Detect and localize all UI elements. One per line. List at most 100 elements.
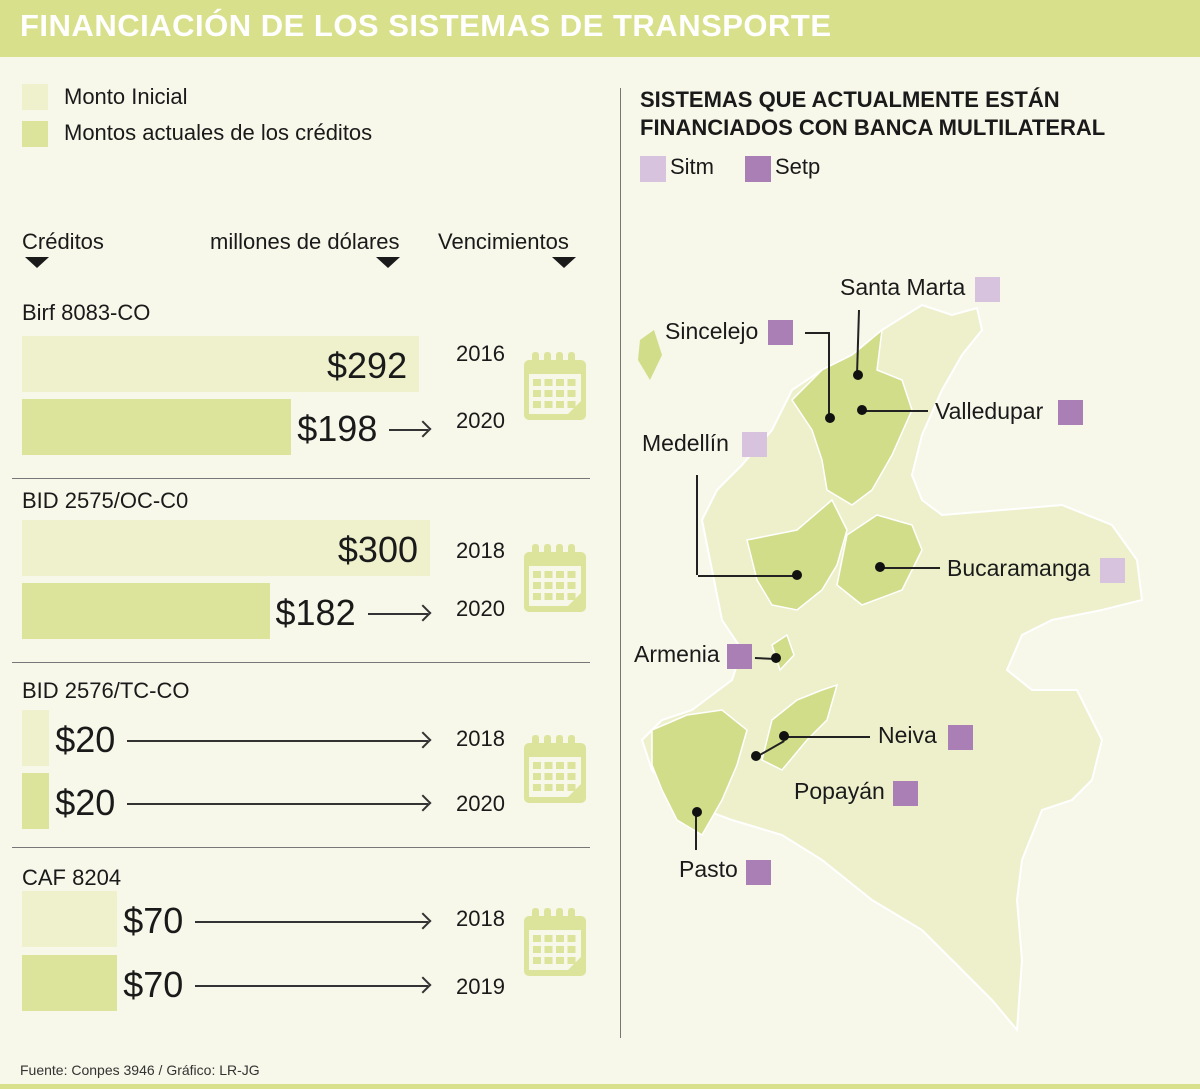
credit-name: BID 2576/TC-CO xyxy=(22,678,190,703)
header-units-arrow-icon xyxy=(376,257,400,268)
city-dot xyxy=(779,731,789,741)
arrow-icon xyxy=(195,921,428,923)
maturity-year: 2020 xyxy=(456,596,505,621)
city-label: Bucaramanga xyxy=(947,555,1091,581)
city-label: Armenia xyxy=(634,641,720,667)
city-marker-setp xyxy=(768,320,793,345)
bottom-rule xyxy=(0,1084,1200,1089)
map-region-antioquia xyxy=(746,498,848,611)
maturity-year: 2020 xyxy=(456,408,505,433)
credit-name: BID 2575/OC-C0 xyxy=(22,488,189,513)
group-separator xyxy=(12,847,590,848)
source-note: Fuente: Conpes 3946 / Gráfico: LR-JG xyxy=(20,1062,260,1078)
city-marker-setp xyxy=(1058,400,1083,425)
bar-initial xyxy=(22,891,118,947)
map-title-line2: FINANCIADOS CON BANCA MULTILATERAL xyxy=(640,115,1106,140)
city-dot xyxy=(692,807,702,817)
calendar-icon xyxy=(524,544,586,612)
bar-value-label: $182 xyxy=(275,592,356,633)
bar-initial xyxy=(22,336,420,392)
bar-value-label: $70 xyxy=(123,964,184,1005)
maturity-year: 2018 xyxy=(456,726,505,751)
group-separator xyxy=(12,662,590,663)
city-marker-sitm xyxy=(1100,558,1125,583)
maturity-year: 2020 xyxy=(456,791,505,816)
bar-initial xyxy=(22,710,50,766)
map-region-narino xyxy=(651,709,748,837)
bar-current xyxy=(22,955,118,1011)
city-dot xyxy=(751,751,761,761)
bar-current xyxy=(22,773,50,829)
map-island xyxy=(638,330,662,380)
maturity-year: 2018 xyxy=(456,906,505,931)
bar-current xyxy=(22,583,270,639)
city-dot xyxy=(875,562,885,572)
leader-line xyxy=(880,567,940,569)
leader-line xyxy=(695,812,697,850)
leader-line xyxy=(696,475,698,575)
page-title: FINANCIACIÓN DE LOS SISTEMAS DE TRANSPOR… xyxy=(20,8,832,43)
city-label: Popayán xyxy=(794,778,885,804)
credit-name: CAF 8204 xyxy=(22,865,122,890)
city-label: Pasto xyxy=(679,856,738,882)
city-dot xyxy=(792,570,802,580)
city-marker-setp xyxy=(727,644,752,669)
leader-line xyxy=(805,332,830,334)
city-label: Santa Marta xyxy=(840,274,966,300)
city-marker-sitm xyxy=(742,432,767,457)
arrow-icon xyxy=(127,803,428,805)
header-maturities: Vencimientos xyxy=(438,229,569,254)
city-marker-setp xyxy=(948,725,973,750)
leader-line xyxy=(784,736,870,738)
map-region-santander xyxy=(836,514,923,606)
map-title-line1: SISTEMAS QUE ACTUALMENTE ESTÁN xyxy=(640,87,1060,112)
city-dot xyxy=(825,413,835,423)
map-title: SISTEMAS QUE ACTUALMENTE ESTÁN FINANCIAD… xyxy=(640,86,1105,142)
map-legend-label-sitm: Sitm xyxy=(670,154,714,179)
map-legend-swatch-setp xyxy=(745,156,771,182)
bar-value-label: $198 xyxy=(297,408,378,449)
header-maturities-arrow-icon xyxy=(552,257,576,268)
map-legend-label-setp: Setp xyxy=(775,154,821,179)
bar-initial xyxy=(22,520,430,576)
maturity-year: 2018 xyxy=(456,538,505,563)
city-dot xyxy=(857,405,867,415)
credit-name: Birf 8083-CO xyxy=(22,300,151,325)
calendar-icon xyxy=(524,352,586,420)
calendar-icon xyxy=(524,908,586,976)
city-marker-setp xyxy=(746,860,771,885)
bar-value-label: $70 xyxy=(123,900,184,941)
city-label: Valledupar xyxy=(935,398,1044,424)
header-credits: Créditos xyxy=(22,229,104,254)
city-label: Sincelejo xyxy=(665,318,759,344)
maturity-year: 2016 xyxy=(456,341,505,366)
legend-label-current: Montos actuales de los créditos xyxy=(64,120,373,145)
arrow-icon xyxy=(127,740,428,742)
bar-value-label: $292 xyxy=(327,345,408,386)
header-units: millones de dólares xyxy=(210,229,400,254)
header-credits-arrow-icon xyxy=(25,257,49,268)
arrow-icon xyxy=(367,613,428,615)
city-label: Neiva xyxy=(878,722,937,748)
group-separator xyxy=(12,478,590,479)
bar-value-label: $20 xyxy=(55,719,116,760)
legend-swatch-initial xyxy=(22,84,48,110)
city-marker-sitm xyxy=(975,277,1000,302)
arrow-icon xyxy=(389,429,428,431)
map-region-caribe xyxy=(791,328,913,506)
arrow-icon xyxy=(195,985,428,987)
maturity-year: 2019 xyxy=(456,974,505,999)
bar-current xyxy=(22,399,292,455)
city-marker-setp xyxy=(893,781,918,806)
city-dot xyxy=(771,653,781,663)
leader-line xyxy=(862,410,928,412)
leader-line xyxy=(698,575,797,577)
city-label: Medellín xyxy=(642,430,729,456)
bar-value-label: $300 xyxy=(337,529,418,570)
city-dot xyxy=(853,370,863,380)
legend-label-initial: Monto Inicial xyxy=(64,84,188,109)
colombia-map xyxy=(638,303,1144,1033)
map-legend-swatch-sitm xyxy=(640,156,666,182)
legend-swatch-current xyxy=(22,121,48,147)
leader-line xyxy=(828,332,830,418)
